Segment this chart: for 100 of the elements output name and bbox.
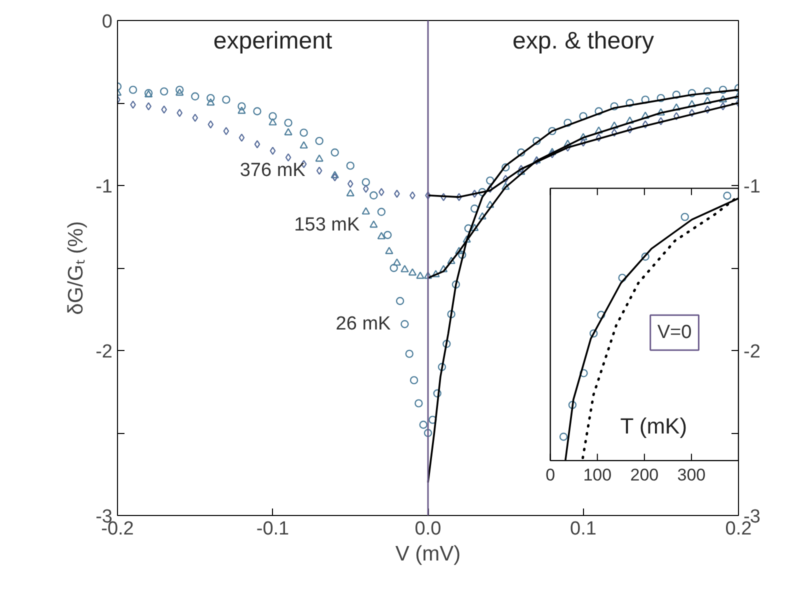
y-axis-title: δG/Gₜ (%) — [64, 221, 88, 315]
point — [548, 126, 556, 136]
y2-tick-label: -1 — [744, 176, 760, 198]
point — [161, 106, 168, 114]
point — [384, 230, 392, 240]
point — [270, 146, 276, 155]
point — [568, 400, 577, 410]
point — [362, 207, 370, 215]
y-tick-label: -1 — [96, 176, 113, 198]
point — [610, 102, 618, 110]
point — [222, 96, 230, 104]
annotation: V=0 — [657, 322, 692, 344]
point — [478, 212, 486, 220]
annotation: experiment — [213, 28, 332, 54]
point — [518, 164, 524, 174]
point — [268, 112, 277, 120]
point — [594, 107, 603, 116]
point — [442, 340, 451, 348]
point — [580, 138, 586, 147]
point — [208, 120, 214, 129]
point — [390, 264, 398, 272]
point — [433, 389, 442, 398]
point — [641, 252, 650, 261]
point — [579, 133, 588, 140]
point — [580, 369, 588, 378]
point — [517, 148, 526, 157]
series-label: 376 mK — [240, 160, 306, 182]
point — [400, 320, 409, 328]
point — [454, 246, 464, 254]
point — [596, 134, 602, 142]
point — [238, 134, 245, 142]
point — [347, 180, 354, 188]
point — [377, 232, 386, 240]
x-axis-title: T (mK) — [620, 414, 688, 439]
point — [419, 420, 428, 429]
point — [330, 170, 339, 178]
point — [316, 166, 322, 175]
x-tick-label: 0 — [546, 466, 556, 485]
point — [424, 428, 432, 438]
x-tick-label: -0.1 — [256, 518, 290, 540]
point — [284, 128, 292, 136]
point — [579, 112, 588, 120]
point — [223, 126, 230, 136]
point — [396, 296, 404, 306]
point — [723, 192, 732, 200]
point — [285, 153, 292, 162]
y2-tick-label: -2 — [744, 342, 760, 362]
point — [346, 162, 354, 170]
x-tick-label: 200 — [630, 466, 659, 485]
point — [703, 87, 712, 96]
point — [672, 103, 680, 111]
point — [206, 98, 215, 106]
point — [414, 399, 423, 408]
point — [704, 106, 710, 114]
point — [238, 102, 246, 110]
point — [416, 272, 424, 279]
point — [438, 362, 446, 372]
point — [410, 191, 416, 200]
point — [626, 98, 634, 108]
point — [238, 106, 246, 114]
point — [192, 114, 198, 122]
point — [330, 148, 339, 157]
point — [559, 432, 568, 441]
point — [176, 86, 184, 94]
point — [268, 118, 277, 126]
point — [408, 268, 417, 276]
point — [502, 174, 509, 183]
point — [392, 258, 402, 266]
point — [532, 136, 541, 146]
point — [300, 141, 308, 149]
x-tick-label: 100 — [583, 466, 612, 485]
point — [128, 86, 138, 94]
point — [486, 200, 494, 208]
point — [641, 96, 650, 104]
y-tick-label: 0 — [102, 12, 113, 32]
point — [362, 178, 370, 186]
point — [688, 89, 696, 98]
point — [424, 272, 432, 279]
point — [618, 274, 626, 282]
x-tick-label: 300 — [677, 466, 706, 485]
point — [502, 163, 510, 172]
point — [394, 190, 400, 198]
point — [472, 190, 478, 198]
point — [611, 128, 618, 137]
point — [594, 126, 603, 134]
point — [332, 173, 338, 182]
point — [658, 117, 664, 126]
point — [590, 329, 598, 338]
point — [400, 265, 409, 272]
point — [642, 120, 648, 129]
point — [253, 107, 262, 116]
series-label: 26 mK — [336, 314, 392, 335]
point — [564, 140, 572, 147]
point — [425, 191, 431, 200]
point — [146, 102, 152, 110]
point — [718, 86, 728, 94]
point — [254, 140, 260, 148]
point — [462, 235, 471, 243]
point — [688, 100, 696, 108]
point — [458, 250, 466, 259]
